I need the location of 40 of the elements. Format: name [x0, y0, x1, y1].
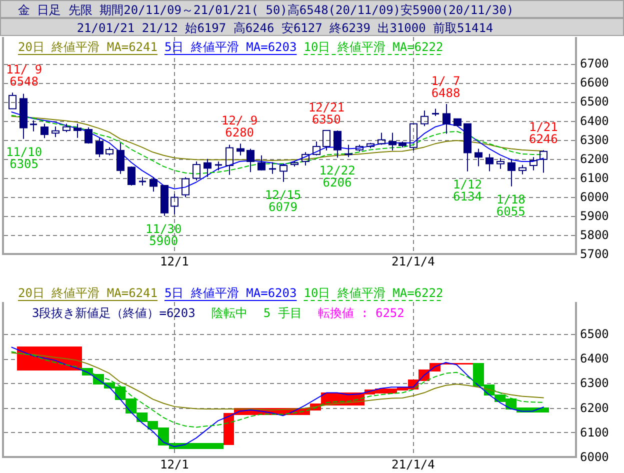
annotation: 転換値 : 6252: [318, 306, 404, 320]
legend: 20日 終値平滑 MA=6241 5日 終値平滑 MA=6203 10日 終値平滑 MA=6222: [18, 40, 444, 55]
chart-title: 金 日足 先限 期間20/11/09～21/01/21( 50)高6548(20/11/09)安5900(20/11/30): [18, 3, 514, 17]
y-tick-label: 6200: [580, 400, 609, 415]
annotation: 12/ 9 6280: [222, 114, 258, 140]
y-tick-label: 6000: [580, 190, 609, 204]
x-tick-label: 21/1/4: [392, 254, 435, 268]
annotation: 12/15 6079: [264, 188, 302, 214]
x-tick-label: 12/1: [160, 458, 189, 472]
y-tick-label: 6700: [580, 56, 609, 71]
annotation: 11/ 9 6548: [6, 62, 42, 89]
y-tick-label: 6500: [580, 94, 609, 109]
y-tick-label: 6100: [580, 425, 609, 440]
y-tick-label: 6400: [580, 114, 609, 128]
annotation: 1/ 7 6488: [431, 74, 460, 100]
annotation: 1/21 6246: [528, 120, 558, 146]
y-tick-label: 6200: [580, 152, 609, 166]
legend: 20日 終値平滑 MA=6241 5日 終値平滑 MA=6203 10日 終値平滑 MA=6222: [18, 286, 444, 301]
y-tick-label: 6300: [580, 132, 609, 147]
y-tick-label: 5700: [580, 247, 609, 261]
annotation: 陰転中: [211, 306, 248, 320]
y-tick-label: 5800: [580, 228, 609, 242]
y-tick-label: 6400: [580, 352, 609, 366]
annotation: 12/21 6350: [308, 100, 344, 126]
x-tick-label: 21/1/4: [392, 458, 435, 472]
annotation: 1/18 6055: [496, 192, 526, 218]
chart-subtitle: 21/01/21 21/12 始6197 高6246 安6127 終6239 出31000 前取51414: [76, 21, 494, 35]
x-tick-label: 12/1: [160, 254, 189, 268]
annotation: 1/12 6134: [453, 177, 482, 204]
y-tick-label: 6300: [580, 376, 609, 390]
y-tick-label: 5900: [580, 208, 609, 223]
annotation: 12/22 6206: [319, 164, 356, 190]
y-tick-label: 6600: [580, 76, 609, 90]
y-tick-label: 6500: [580, 326, 609, 341]
annotation: 3段抜き新値足（終値）=6203: [32, 306, 196, 320]
annotation: 11/30 5900: [146, 222, 182, 248]
y-tick-label: 6000: [580, 450, 609, 464]
annotation: 11/10 6305: [6, 144, 42, 171]
y-tick-label: 6100: [580, 170, 609, 185]
annotation: 5 手目: [263, 306, 302, 320]
